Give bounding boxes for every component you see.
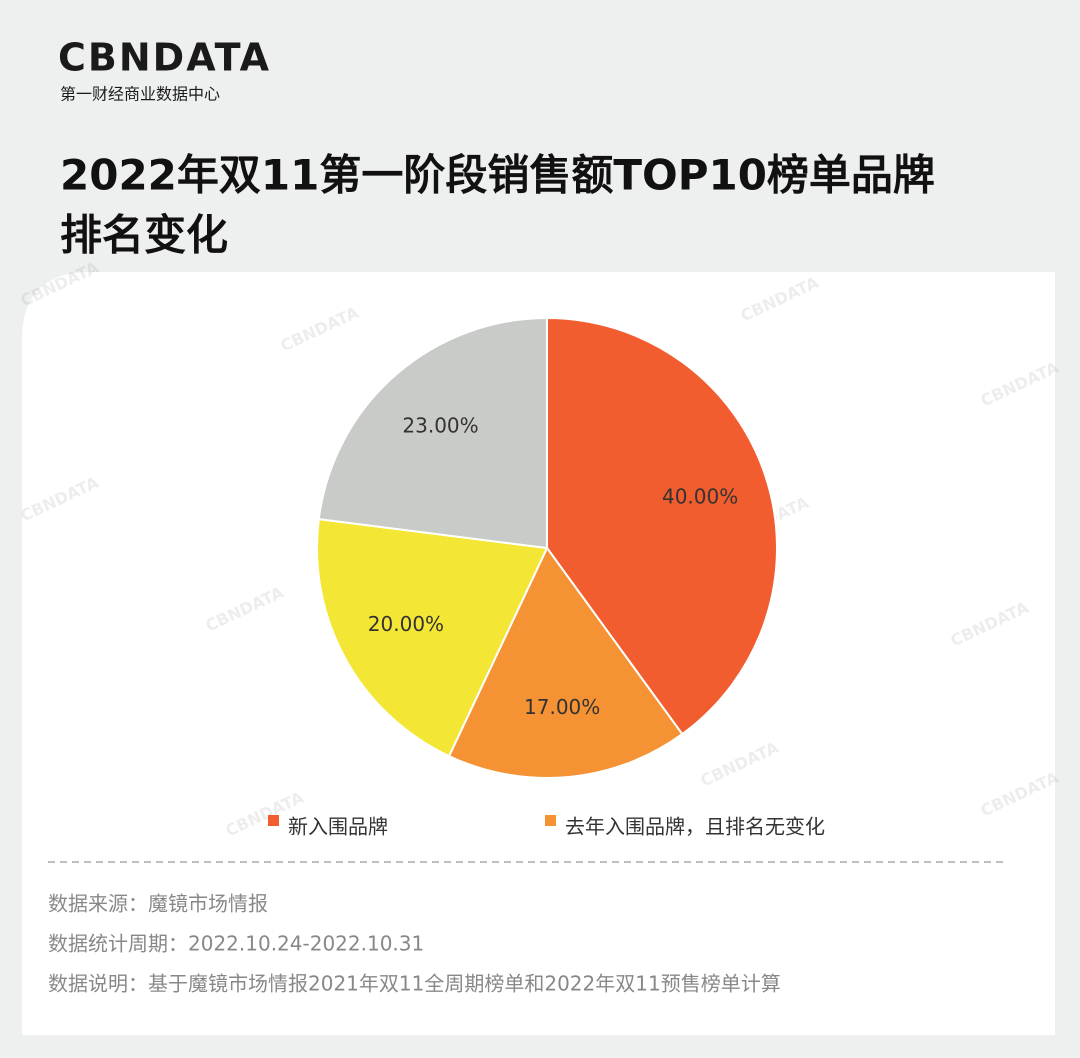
logo: CBNDATA — [58, 36, 271, 80]
note: 数据说明：基于魔镜市场情报2021年双11全周期榜单和2022年双11预售榜单计… — [48, 972, 781, 996]
chart-title: 排名变化 — [60, 211, 228, 260]
legend-label: 去年入围品牌，且排名无变化 — [565, 815, 825, 839]
logo-sub: 第一财经商业数据中心 — [60, 85, 220, 104]
pie-slice — [447, 546, 684, 779]
legend-swatch — [545, 815, 556, 826]
value-label: 20.00% — [368, 612, 444, 636]
legend-label: 新入围品牌 — [288, 815, 388, 839]
pie-slice — [546, 316, 778, 736]
pie-slice — [316, 518, 549, 758]
chart-title: 2022年双11第一阶段销售额TOP10榜单品牌 — [60, 151, 935, 200]
value-label: 23.00% — [402, 414, 478, 438]
note: 数据来源：魔镜市场情报 — [48, 892, 268, 916]
value-label: 40.00% — [662, 485, 738, 509]
pie-slice — [317, 316, 548, 550]
note: 数据统计周期：2022.10.24-2022.10.31 — [48, 932, 424, 956]
legend-swatch — [268, 815, 279, 826]
value-label: 17.00% — [524, 695, 600, 719]
